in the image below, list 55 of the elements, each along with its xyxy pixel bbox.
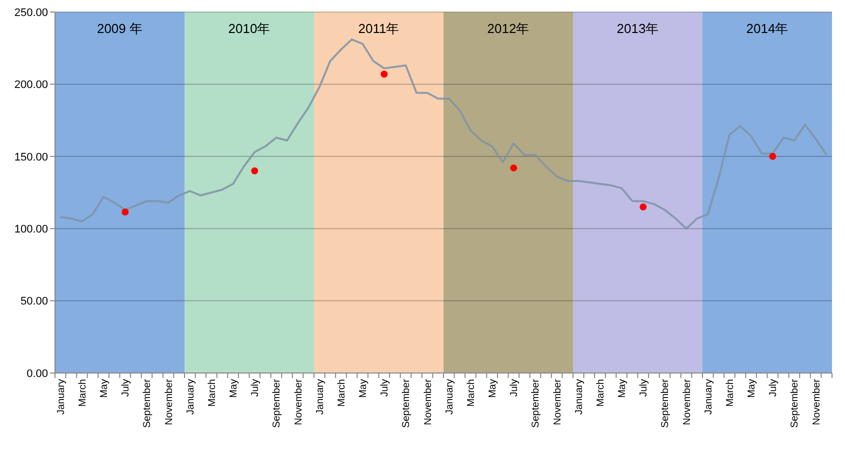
annotation: 2013年 [616, 21, 659, 36]
x-tick-label: November [552, 378, 564, 426]
x-tick-label: November [293, 378, 304, 426]
x-tick-label: March [595, 379, 606, 407]
point [380, 70, 388, 78]
y-tick-label: 250.00 [14, 6, 48, 19]
x-tick-label: January [56, 379, 67, 415]
x-tick-label: March [724, 379, 736, 407]
x-tick-label: May [99, 379, 110, 398]
x-tick-label: January [314, 379, 326, 415]
point [640, 203, 647, 210]
y-tick-label: 0.00 [26, 368, 48, 380]
x-tick-label: May [358, 379, 370, 398]
point [510, 164, 518, 172]
x-tick-label: May [617, 379, 628, 398]
x-tick-label: July [509, 379, 520, 397]
x-tick-label: November [811, 378, 822, 426]
x-tick-label: May [488, 379, 499, 398]
point [122, 208, 129, 216]
y-tick-label: 100.00 [14, 223, 48, 236]
x-tick-label: January [444, 379, 456, 415]
x-tick-label: September [142, 378, 154, 428]
x-tick-label: July [380, 379, 391, 397]
x-tick-label: July [120, 379, 132, 397]
x-tick-label: September [401, 378, 412, 428]
annotation: 2011年 [358, 21, 400, 36]
x-tick-label: July [638, 379, 650, 397]
y-tick-label: 150.00 [14, 151, 48, 164]
annotation: 2012年 [487, 21, 530, 36]
x-tick-label: July [768, 379, 780, 397]
point [251, 167, 258, 174]
x-tick-label: March [466, 379, 477, 407]
x-tick-label: January [574, 379, 585, 415]
x-tick-label: March [336, 379, 348, 407]
x-tick-label: September [660, 378, 672, 428]
annotation: 2014年 [746, 21, 788, 36]
line-series [59, 38, 828, 230]
x-tick-label: January [703, 379, 714, 415]
x-tick-label: September [272, 378, 283, 428]
y-tick-label: 200.00 [14, 79, 48, 92]
y-tick-label: 50.00 [20, 296, 48, 308]
x-tick-label: September [530, 378, 542, 428]
x-tick-label: May [228, 379, 240, 398]
x-tick-label: November [164, 378, 175, 426]
point [769, 152, 776, 160]
x-tick-label: January [185, 379, 196, 415]
x-tick-label: March [206, 379, 218, 407]
x-tick-label: March [77, 379, 88, 407]
x-tick-label: November [422, 378, 434, 426]
x-tick-label: May [746, 379, 758, 398]
x-tick-label: September [790, 378, 801, 428]
x-tick-label: July [250, 379, 262, 397]
x-tick-label: November [682, 378, 693, 426]
annotation: 2009 年 [96, 21, 143, 36]
annotation: 2010年 [228, 21, 270, 36]
